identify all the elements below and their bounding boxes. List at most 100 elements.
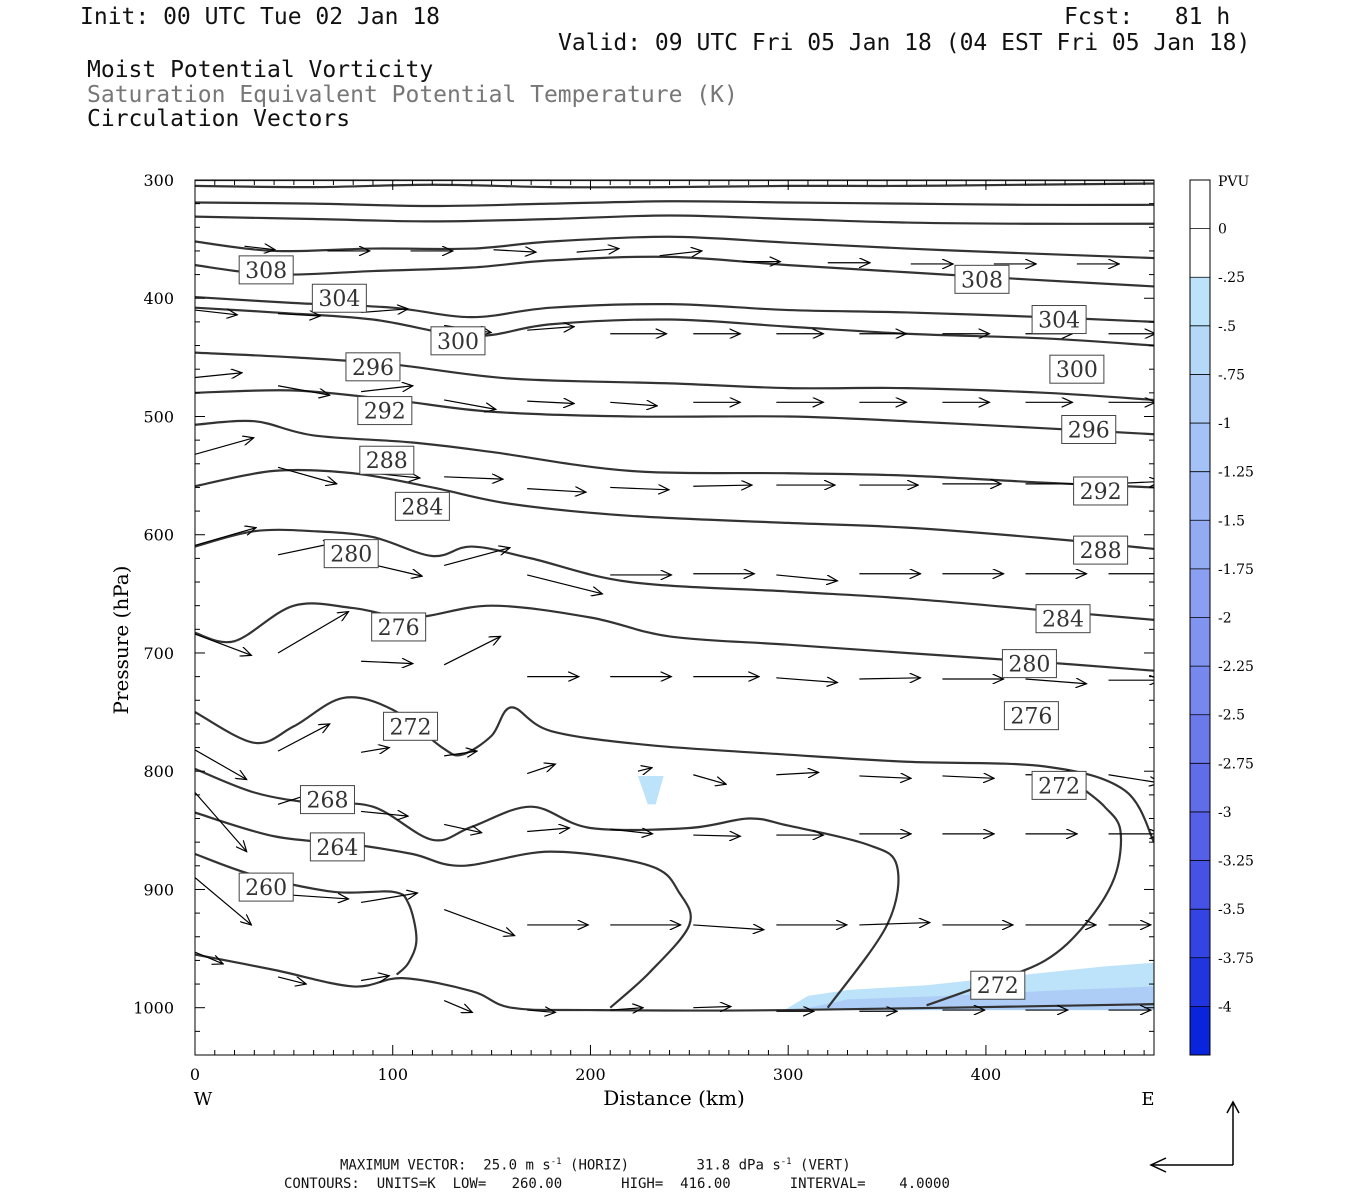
contour-label: 272 xyxy=(970,970,1026,1000)
isentrope-line xyxy=(195,696,1154,843)
circulation-vector xyxy=(693,485,752,486)
contour-label: 280 xyxy=(323,539,379,569)
circulation-vector xyxy=(443,1000,472,1013)
svg-text:284: 284 xyxy=(401,495,443,520)
isentrope-line xyxy=(195,214,1154,225)
circulation-vector xyxy=(527,1010,555,1012)
contour-label: 304 xyxy=(311,283,367,313)
svg-text:272: 272 xyxy=(977,974,1019,999)
contour-label: 300 xyxy=(430,326,486,356)
contour-label: 280 xyxy=(1001,649,1057,679)
y-tick-label: 1000 xyxy=(133,999,174,1018)
circulation-vector xyxy=(576,249,619,253)
svg-text:296: 296 xyxy=(1068,418,1110,443)
circulation-vector xyxy=(444,751,477,756)
field-title-theta-es: Saturation Equivalent Potential Temperat… xyxy=(87,82,738,108)
colorbar-label: -2 xyxy=(1218,611,1232,627)
colorbar-label: -1.25 xyxy=(1218,465,1254,481)
contour-label: 268 xyxy=(299,785,355,815)
colorbar-label: -3 xyxy=(1218,805,1232,821)
pv-colorbar: PVU 0 -.25 -.5 -.75 -1 -1.25 -1.5 -1.75 -2 -2.25 -2… xyxy=(1189,174,1254,1056)
svg-text:276: 276 xyxy=(378,616,420,641)
colorbar-label: -3.75 xyxy=(1218,951,1254,967)
colorbar-swatch xyxy=(1190,1006,1210,1055)
contour-label: 276 xyxy=(371,612,427,642)
isentrope-line xyxy=(195,953,1154,1012)
svg-text:288: 288 xyxy=(366,449,408,474)
plot-area xyxy=(195,180,1154,1055)
circulation-vector xyxy=(1108,774,1154,783)
colorbar-label: -.5 xyxy=(1218,319,1236,335)
circulation-vector xyxy=(493,250,536,252)
svg-text:308: 308 xyxy=(245,259,287,284)
circulation-vector xyxy=(277,466,337,484)
svg-text:276: 276 xyxy=(1010,705,1052,730)
colorbar-swatch xyxy=(1190,180,1210,229)
east-label: E xyxy=(1141,1089,1154,1110)
svg-text:260: 260 xyxy=(245,876,287,901)
contour-label: 308 xyxy=(954,264,1010,294)
svg-text:288: 288 xyxy=(1080,539,1122,564)
circulation-vector xyxy=(527,489,586,493)
circulation-vector xyxy=(610,829,652,834)
circulation-vector xyxy=(610,487,669,489)
circulation-vector xyxy=(361,661,413,663)
contour-label: 272 xyxy=(1031,770,1087,800)
contour-info: CONTOURS: UNITS=K LOW= 260.00 HIGH= 416.… xyxy=(284,1176,950,1192)
svg-text:272: 272 xyxy=(390,715,432,740)
circulation-vector xyxy=(195,792,247,852)
circulation-vector xyxy=(277,724,330,752)
circulation-vector xyxy=(278,314,320,316)
svg-text:300: 300 xyxy=(437,330,479,355)
colorbar-label: -3.25 xyxy=(1218,854,1254,870)
colorbar-swatch xyxy=(1190,763,1210,812)
reference-vector-icon xyxy=(1149,1100,1240,1173)
svg-text:268: 268 xyxy=(306,789,348,814)
circulation-vector xyxy=(195,310,237,315)
colorbar-label: -1 xyxy=(1218,416,1232,432)
y-tick-label: 600 xyxy=(143,526,174,545)
colorbar-swatch xyxy=(1190,957,1210,1007)
x-tick-label: 200 xyxy=(575,1065,606,1084)
contour-label: 296 xyxy=(345,352,401,382)
circulation-vector xyxy=(443,548,510,567)
circulation-vector xyxy=(277,612,349,654)
svg-text:280: 280 xyxy=(1008,653,1050,678)
svg-text:264: 264 xyxy=(316,836,358,861)
colorbar-swatch xyxy=(1190,666,1210,715)
colorbar-swatch xyxy=(1190,423,1210,472)
x-axis-label: Distance (km) xyxy=(603,1086,745,1110)
colorbar-swatch xyxy=(1190,714,1210,764)
contour-label: 296 xyxy=(1061,414,1117,444)
circulation-vector xyxy=(360,976,389,981)
contour-label: 264 xyxy=(309,832,365,862)
colorbar-swatch xyxy=(1190,811,1210,861)
init-time: Init: 00 UTC Tue 02 Jan 18 xyxy=(80,4,441,30)
svg-text:292: 292 xyxy=(364,400,406,425)
colorbar-swatch xyxy=(1190,909,1210,958)
valid-time: Valid: 09 UTC Fri 05 Jan 18 (04 EST Fri … xyxy=(558,30,1251,56)
svg-text:308: 308 xyxy=(961,268,1003,293)
contour-label: 292 xyxy=(357,396,413,426)
west-label: W xyxy=(194,1089,213,1110)
circulation-vector xyxy=(361,386,413,393)
circulation-vector xyxy=(859,776,911,778)
circulation-vector xyxy=(443,908,515,936)
y-tick-label: 400 xyxy=(143,289,174,308)
isentrope-line xyxy=(195,351,1154,402)
circulation-vector xyxy=(444,477,503,479)
circulation-vector xyxy=(244,246,275,250)
circulation-vector xyxy=(195,877,251,925)
circulation-vector xyxy=(693,925,764,930)
colorbar-label: -4 xyxy=(1218,999,1232,1015)
y-tick-label: 700 xyxy=(143,644,174,663)
circulation-vector xyxy=(443,636,500,666)
circulation-vector xyxy=(195,528,256,546)
circulation-vector xyxy=(693,835,740,836)
isentrope-line xyxy=(195,528,1154,621)
circulation-vector xyxy=(859,923,930,925)
svg-text:300: 300 xyxy=(1056,358,1098,383)
colorbar-label: -3.5 xyxy=(1218,902,1245,918)
circulation-vector xyxy=(195,633,251,655)
field-title-vectors: Circulation Vectors xyxy=(87,106,351,132)
